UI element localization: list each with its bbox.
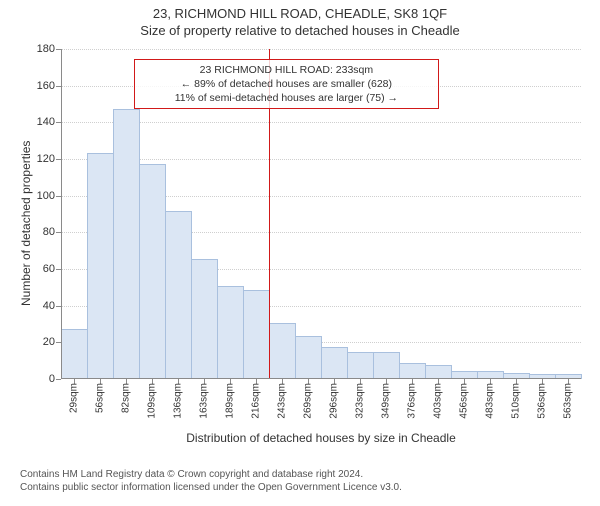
histogram-bar <box>399 363 426 379</box>
xtick-label: 163sqm <box>199 383 210 419</box>
histogram-bar <box>217 286 244 379</box>
footer-line-1: Contains HM Land Registry data © Crown c… <box>20 468 402 481</box>
xtick-label: 189sqm <box>225 383 236 419</box>
ytick-label: 160 <box>37 80 55 92</box>
histogram-bar <box>295 336 322 379</box>
histogram-bar <box>61 329 88 380</box>
xtick-label: 403sqm <box>433 383 444 419</box>
xtick-label: 82sqm <box>121 383 132 413</box>
histogram-bar <box>425 365 452 379</box>
xtick-label: 536sqm <box>537 383 548 419</box>
ytick-label: 40 <box>43 300 55 312</box>
histogram-bar <box>347 352 374 379</box>
histogram-bar <box>191 259 218 379</box>
histogram-bar <box>113 109 140 380</box>
footer-attribution: Contains HM Land Registry data © Crown c… <box>20 468 402 494</box>
xtick-label: 456sqm <box>459 383 470 419</box>
ytick-label: 20 <box>43 336 55 348</box>
annotation-line: 23 RICHMOND HILL ROAD: 233sqm <box>141 63 432 77</box>
page-subtitle: Size of property relative to detached ho… <box>0 23 600 38</box>
histogram-bar <box>87 153 114 380</box>
histogram-bar <box>321 347 348 379</box>
xtick-label: 216sqm <box>251 383 262 419</box>
xtick-label: 563sqm <box>563 383 574 419</box>
annotation-line: 11% of semi-detached houses are larger (… <box>141 91 432 105</box>
histogram-chart: 02040608010012014016018029sqm56sqm82sqm1… <box>60 48 582 380</box>
y-axis-label: Number of detached properties <box>19 141 33 306</box>
ytick-label: 80 <box>43 226 55 238</box>
xtick-label: 56sqm <box>95 383 106 413</box>
histogram-bar <box>269 323 296 379</box>
ytick-label: 120 <box>37 153 55 165</box>
xtick-label: 269sqm <box>303 383 314 419</box>
y-axis-line <box>61 49 62 379</box>
x-axis-label: Distribution of detached houses by size … <box>61 431 581 445</box>
xtick-label: 296sqm <box>329 383 340 419</box>
xtick-label: 29sqm <box>69 383 80 413</box>
gridline <box>61 49 581 50</box>
ytick-mark <box>56 379 61 380</box>
ytick-label: 0 <box>49 373 55 385</box>
page-title: 23, RICHMOND HILL ROAD, CHEADLE, SK8 1QF <box>0 6 600 21</box>
ytick-label: 100 <box>37 190 55 202</box>
histogram-bar <box>243 290 270 379</box>
x-axis-line <box>61 378 581 379</box>
ytick-label: 140 <box>37 116 55 128</box>
xtick-label: 510sqm <box>511 383 522 419</box>
histogram-bar <box>373 352 400 379</box>
annotation-line: ← 89% of detached houses are smaller (62… <box>141 77 432 91</box>
xtick-label: 483sqm <box>485 383 496 419</box>
histogram-bar <box>165 211 192 379</box>
xtick-label: 136sqm <box>173 383 184 419</box>
xtick-label: 323sqm <box>355 383 366 419</box>
xtick-label: 376sqm <box>407 383 418 419</box>
annotation-box: 23 RICHMOND HILL ROAD: 233sqm← 89% of de… <box>134 59 439 110</box>
histogram-bar <box>139 164 166 380</box>
xtick-label: 243sqm <box>277 383 288 419</box>
xtick-label: 349sqm <box>381 383 392 419</box>
ytick-label: 60 <box>43 263 55 275</box>
ytick-label: 180 <box>37 43 55 55</box>
xtick-label: 109sqm <box>147 383 158 419</box>
footer-line-2: Contains public sector information licen… <box>20 481 402 494</box>
